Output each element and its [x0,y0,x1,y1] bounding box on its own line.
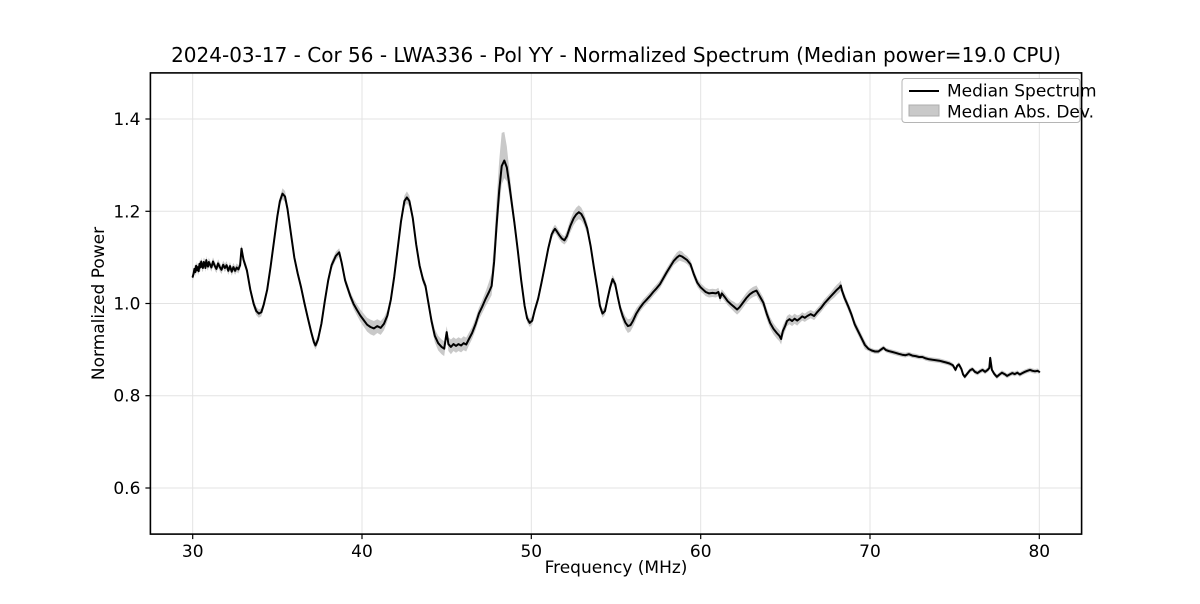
y-tick-label: 0.6 [113,479,140,499]
x-tick-label: 70 [859,542,881,562]
median-spectrum-line [191,159,1041,378]
chart-title: 2024-03-17 - Cor 56 - LWA336 - Pol YY - … [171,43,1061,67]
y-tick-label: 1.2 [113,202,140,222]
legend-label-median-spectrum: Median Spectrum [947,82,1097,102]
x-tick-label: 50 [520,542,542,562]
x-tick-label: 80 [1028,542,1050,562]
y-axis-label: Normalized Power [89,227,109,380]
axis-ticks: 30 40 50 60 70 80 0.6 0.8 1.0 1.2 1.4 [113,110,1050,562]
x-tick-label: 40 [351,542,373,562]
y-tick-label: 1.0 [113,295,140,315]
x-tick-label: 60 [690,542,712,562]
legend-box [901,78,1081,123]
legend: Median Spectrum Median Abs. Dev. [901,78,1097,123]
legend-patch-sample [908,104,940,117]
x-axis-label: Frequency (MHz) [545,558,688,578]
x-tick-label: 30 [182,542,204,562]
legend-label-median-abs-dev: Median Abs. Dev. [947,103,1094,123]
y-tick-label: 0.8 [113,387,140,407]
y-tick-label: 1.4 [113,110,140,130]
